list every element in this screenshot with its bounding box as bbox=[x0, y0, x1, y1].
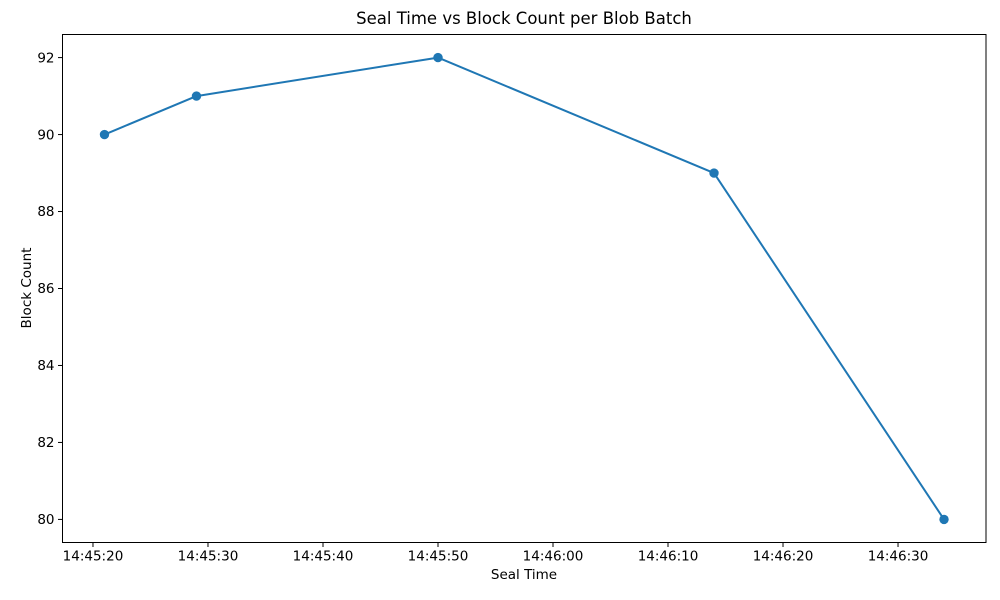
x-tick-label: 14:46:30 bbox=[868, 549, 929, 565]
x-tick-label: 14:46:10 bbox=[638, 549, 699, 565]
data-line bbox=[104, 56, 945, 520]
x-axis-label: Seal Time bbox=[490, 567, 558, 583]
y-axis-label: Block Count bbox=[19, 247, 35, 329]
x-tick-label: 14:45:40 bbox=[293, 549, 354, 565]
x-tick-label: 14:45:50 bbox=[408, 549, 469, 565]
y-tick-label: 92 bbox=[37, 50, 54, 66]
plot-border bbox=[62, 34, 987, 543]
data-point bbox=[191, 91, 202, 101]
data-point bbox=[99, 129, 110, 140]
x-tick-label: 14:45:30 bbox=[178, 549, 239, 565]
y-tick-label: 90 bbox=[37, 127, 54, 143]
x-tick-label: 14:45:20 bbox=[63, 549, 124, 565]
data-point bbox=[939, 514, 949, 525]
y-tick-label: 84 bbox=[37, 358, 54, 374]
y-tick-label: 86 bbox=[37, 281, 54, 297]
y-tick-label: 80 bbox=[37, 512, 54, 528]
chart-title: Seal Time vs Block Count per Blob Batch bbox=[356, 9, 692, 28]
y-tick-label: 82 bbox=[37, 435, 54, 451]
data-point bbox=[709, 168, 719, 178]
x-tick-label: 14:46:00 bbox=[523, 549, 584, 565]
x-tick-label: 14:46:20 bbox=[753, 549, 814, 565]
data-point bbox=[433, 52, 443, 63]
y-tick-label: 88 bbox=[37, 204, 54, 220]
